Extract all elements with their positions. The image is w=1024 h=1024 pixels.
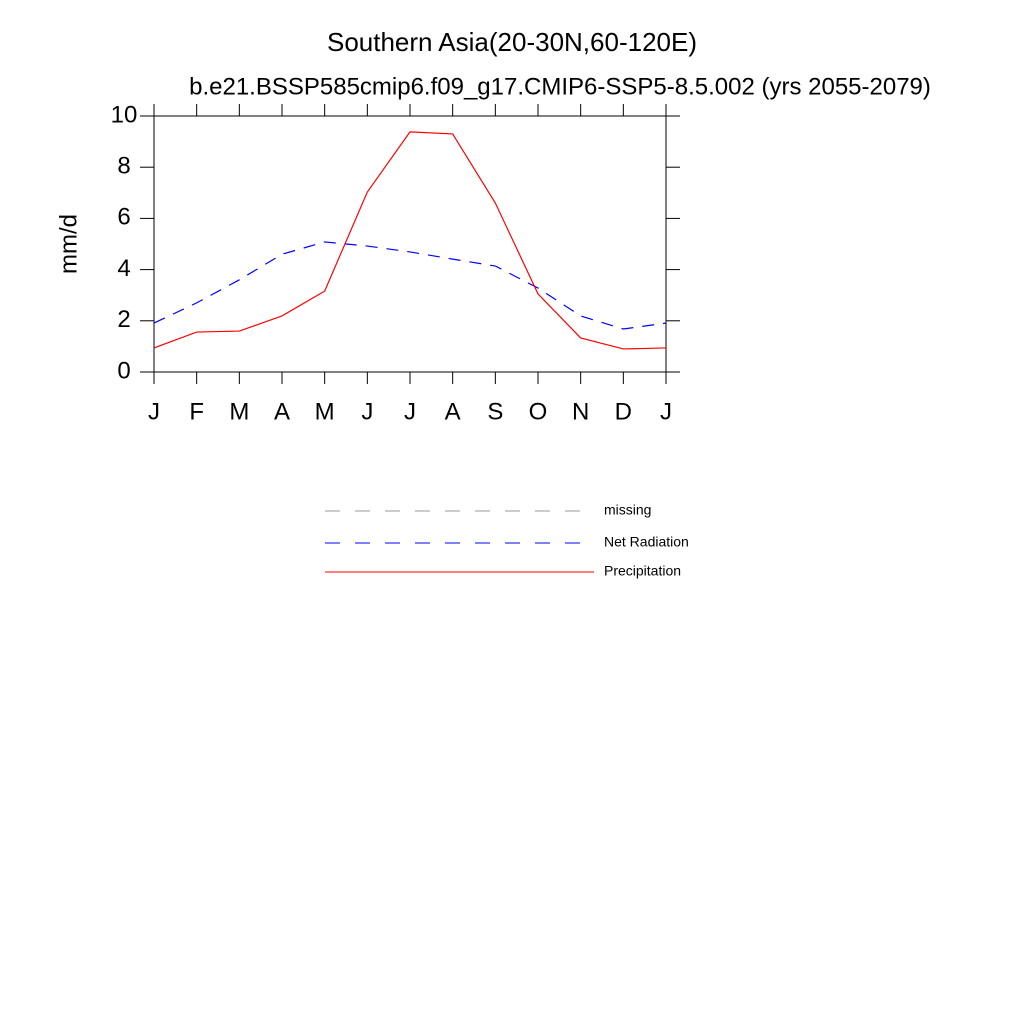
legend-label: Net Radiation	[604, 534, 689, 550]
x-tick-label: J	[361, 398, 373, 425]
chart-title: Southern Asia(20-30N,60-120E)	[327, 27, 697, 57]
series-line	[153, 241, 667, 330]
x-tick-label: A	[274, 398, 290, 425]
series-line	[153, 131, 667, 350]
x-tick-label: O	[529, 398, 548, 425]
x-tick-label: A	[445, 398, 461, 425]
x-tick-label: J	[404, 398, 416, 425]
chart-subtitle: b.e21.BSSP585cmip6.f09_g17.CMIP6-SSP5-8.…	[189, 73, 931, 100]
y-axis-label: mm/d	[55, 214, 82, 274]
x-tick-label: M	[229, 398, 249, 425]
y-tick-label: 10	[111, 101, 138, 128]
x-tick-label: J	[660, 398, 672, 425]
x-tick-label: N	[572, 398, 589, 425]
y-tick-label: 4	[117, 255, 130, 282]
legend-label: Precipitation	[604, 563, 681, 579]
y-tick-label: 6	[117, 204, 130, 231]
y-tick-label: 0	[117, 357, 130, 384]
legend-label: missing	[604, 502, 651, 518]
plot-frame	[153, 115, 667, 373]
x-tick-label: F	[189, 398, 204, 425]
x-tick-label: D	[615, 398, 632, 425]
y-tick-label: 8	[117, 153, 130, 180]
x-tick-label: S	[487, 398, 503, 425]
x-tick-label: M	[315, 398, 335, 425]
x-tick-label: J	[148, 398, 160, 425]
y-tick-label: 2	[117, 306, 130, 333]
